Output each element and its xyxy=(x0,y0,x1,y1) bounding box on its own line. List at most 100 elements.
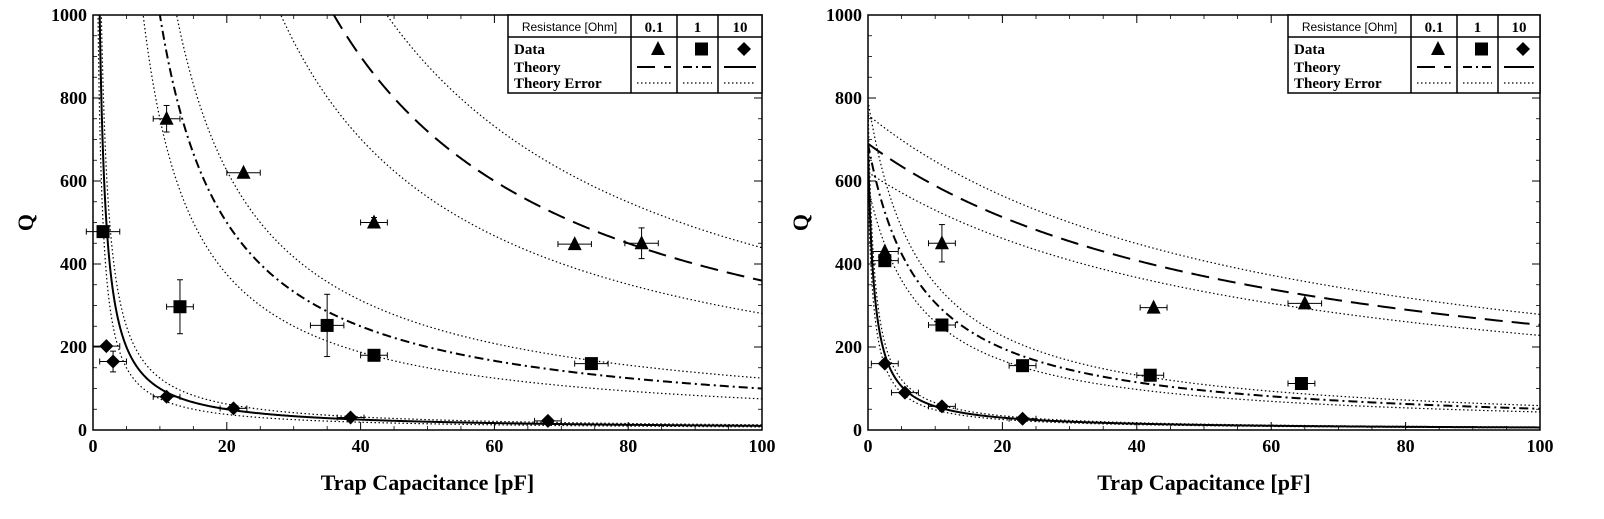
theory-error-lower-1 xyxy=(868,186,1540,413)
diamond-marker xyxy=(159,389,174,404)
legend-box xyxy=(507,14,763,94)
triangle-marker xyxy=(934,235,949,250)
data-point-10 xyxy=(927,399,956,414)
data-point-0.1 xyxy=(360,214,388,229)
theory-error-lower-1 xyxy=(142,15,762,400)
triangle-marker xyxy=(567,236,582,251)
y-tick-label: 600 xyxy=(835,171,862,191)
triangle-marker xyxy=(634,235,649,250)
theory-curve-1 xyxy=(868,143,1540,410)
diamond-marker xyxy=(99,339,114,354)
square-marker xyxy=(367,348,381,362)
x-tick-label: 20 xyxy=(218,436,236,456)
data-point-0.1 xyxy=(152,104,181,133)
square-marker xyxy=(1016,359,1030,373)
theory-curve-10 xyxy=(868,146,1540,429)
diamond-marker xyxy=(1516,42,1530,56)
diamond-marker xyxy=(540,413,555,428)
theory-error-upper-10 xyxy=(100,15,762,426)
data-point-0.1 xyxy=(557,236,592,251)
data-point-10 xyxy=(891,385,919,400)
data-point-10 xyxy=(534,413,562,428)
triangle-marker xyxy=(236,164,251,179)
diamond-marker xyxy=(343,410,358,425)
triangle-marker xyxy=(1297,295,1312,310)
theory-error-upper-10 xyxy=(868,104,1540,428)
x-tick-label: 20 xyxy=(993,436,1011,456)
x-tick-label: 40 xyxy=(1128,436,1146,456)
data-point-0.1 xyxy=(624,227,659,260)
legend-header: Resistance [Ohm] xyxy=(1302,20,1397,34)
data-point-1 xyxy=(1136,368,1165,382)
y-axis-label: Q xyxy=(13,214,38,231)
theory-error-lower-0.1 xyxy=(868,171,1540,336)
theory-error-upper-0.1 xyxy=(868,114,1540,315)
legend-row-label: Theory Error xyxy=(1294,76,1382,92)
x-tick-label: 60 xyxy=(485,436,503,456)
y-tick-label: 200 xyxy=(60,337,87,357)
x-tick-label: 0 xyxy=(89,436,98,456)
y-tick-label: 800 xyxy=(60,88,87,108)
data-point-1 xyxy=(166,279,194,335)
triangle-marker xyxy=(366,214,381,229)
data-point-10 xyxy=(336,410,365,425)
theory-error-lower-10 xyxy=(97,15,762,428)
data-point-1 xyxy=(1008,359,1037,373)
theory-curve-0.1 xyxy=(332,15,762,282)
x-tick-label: 100 xyxy=(1527,436,1554,456)
x-tick-label: 60 xyxy=(1262,436,1280,456)
data-point-1 xyxy=(85,225,121,239)
x-axis-label: Trap Capacitance [pF] xyxy=(321,470,534,495)
y-tick-label: 400 xyxy=(835,254,862,274)
diamond-marker xyxy=(897,385,912,400)
y-tick-label: 200 xyxy=(835,337,862,357)
square-marker xyxy=(1143,368,1157,382)
theory-curve-0.1 xyxy=(868,142,1540,326)
theory-curves xyxy=(868,101,1540,429)
diamond-marker xyxy=(226,401,241,416)
triangle-marker xyxy=(1431,41,1445,55)
data-point-0.1 xyxy=(226,164,261,179)
diamond-marker xyxy=(1015,411,1030,426)
x-tick-label: 80 xyxy=(1397,436,1415,456)
diamond-marker xyxy=(106,354,121,369)
diamond-marker xyxy=(934,399,949,414)
square-marker xyxy=(878,254,892,268)
data-point-1 xyxy=(360,348,388,362)
data-point-10 xyxy=(152,389,181,404)
data-point-10 xyxy=(219,401,248,416)
legend-row-label: Data xyxy=(514,42,545,58)
square-marker xyxy=(173,300,187,314)
square-marker xyxy=(1294,377,1308,391)
legend-row-label: Theory xyxy=(514,60,561,76)
theory-curve-1 xyxy=(158,15,762,390)
theory-curve-10 xyxy=(98,15,762,427)
y-tick-label: 0 xyxy=(78,420,87,440)
triangle-marker xyxy=(651,41,665,55)
square-marker xyxy=(584,357,598,371)
data-point-0.1 xyxy=(870,243,899,258)
theory-curves xyxy=(97,15,762,428)
diamond-marker xyxy=(877,356,892,371)
data-point-1 xyxy=(870,254,899,268)
x-tick-label: 100 xyxy=(749,436,776,456)
data-point-10 xyxy=(92,339,121,354)
x-axis-label: Trap Capacitance [pF] xyxy=(1097,470,1310,495)
legend-column-label: 0.1 xyxy=(1425,20,1444,36)
data-points xyxy=(870,224,1323,426)
data-point-10 xyxy=(99,350,127,373)
triangle-marker xyxy=(1146,299,1161,314)
data-point-0.1 xyxy=(1139,299,1168,314)
y-tick-label: 800 xyxy=(835,88,862,108)
legend-row-label: Theory xyxy=(1294,60,1341,76)
y-tick-label: 400 xyxy=(60,254,87,274)
square-marker xyxy=(320,318,334,332)
data-point-1 xyxy=(309,293,345,358)
x-tick-label: 80 xyxy=(619,436,637,456)
